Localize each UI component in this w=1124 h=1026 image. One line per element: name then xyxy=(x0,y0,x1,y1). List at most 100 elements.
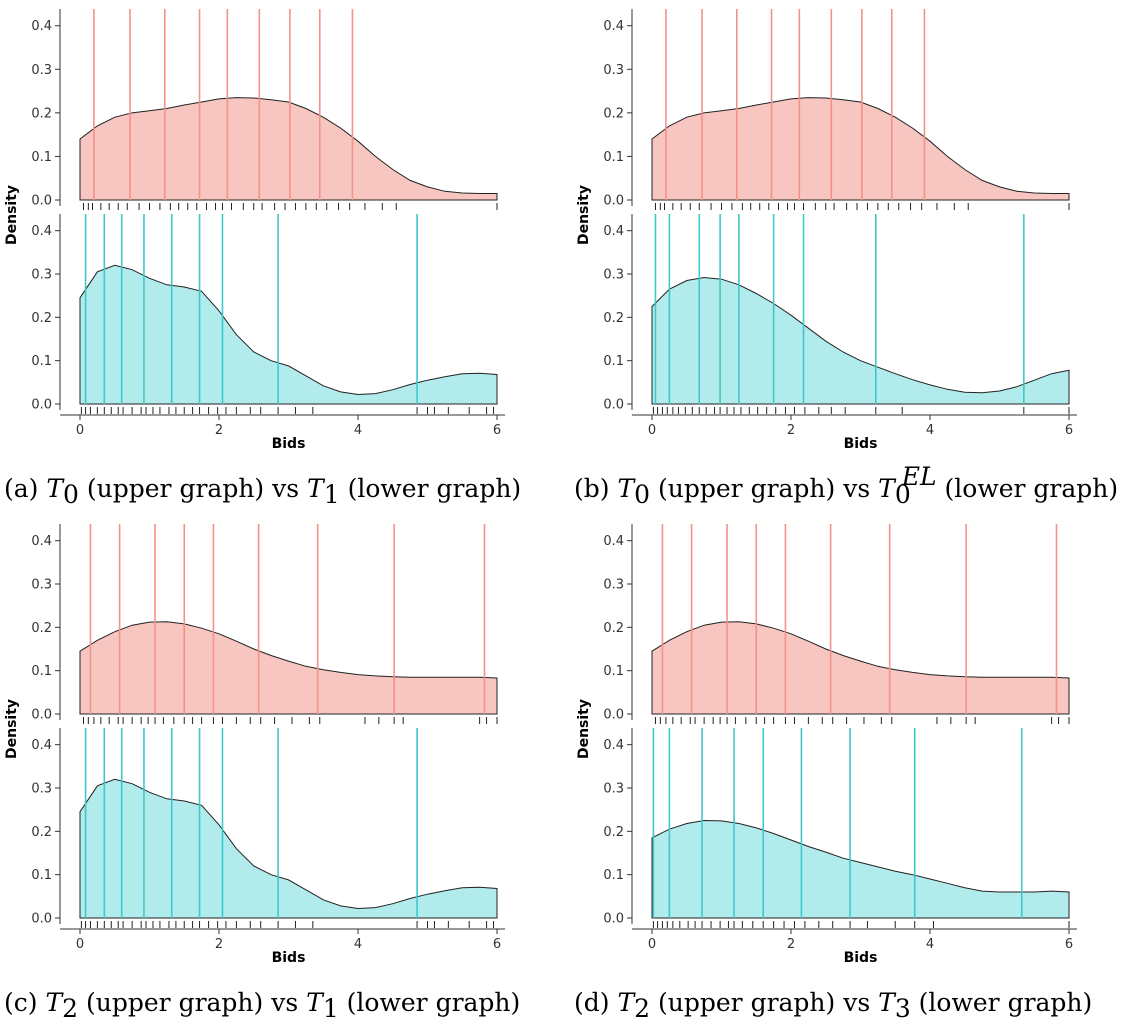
caption-part: 1 xyxy=(323,994,339,1023)
y-tick-label: 0.2 xyxy=(31,311,52,326)
chart-b: 0.0 0.1 0.2 0.3 0.4 0.0 0.1 0.2 0.3 0.4 0 2 4 6 Bids De… xyxy=(574,9,1118,509)
y-tick-label: 0.3 xyxy=(603,268,624,283)
caption-part: (c) xyxy=(4,988,45,1017)
y-axis-title: Density xyxy=(4,699,20,759)
y-tick-label: 0.4 xyxy=(603,534,624,549)
x-axis-title: Bids xyxy=(844,436,878,452)
y-tick-label: 0.3 xyxy=(31,578,52,593)
caption-part: 2 xyxy=(634,994,650,1023)
y-axis-title: Density xyxy=(4,185,20,245)
caption: (c) T2 (upper graph) vs T1 (lower graph) xyxy=(4,988,520,1023)
caption-part: T xyxy=(878,988,897,1017)
y-tick-label: 0.0 xyxy=(603,708,624,723)
caption-part: EL xyxy=(901,462,937,491)
y-tick-label: 0.4 xyxy=(603,224,624,239)
caption-part: T xyxy=(46,474,65,503)
lower-panel: 0.0 0.1 0.2 0.3 0.4 0 2 4 6 Bids xyxy=(31,728,505,966)
x-tick-label: 2 xyxy=(787,937,795,952)
x-tick-label: 4 xyxy=(926,423,934,438)
caption-part: 0 xyxy=(63,480,79,509)
y-tick-label: 0.3 xyxy=(31,268,52,283)
caption-part: T xyxy=(878,474,897,503)
caption-part: (b) xyxy=(574,474,617,503)
y-tick-label: 0.2 xyxy=(603,106,624,121)
upper-panel: 0.0 0.1 0.2 0.3 0.4 xyxy=(31,9,498,210)
x-tick-label: 2 xyxy=(215,937,223,952)
y-tick-label: 0.0 xyxy=(31,398,52,413)
caption-part: (lower graph) xyxy=(339,988,521,1017)
y-tick-label: 0.4 xyxy=(31,19,52,34)
chart-c: 0.0 0.1 0.2 0.3 0.4 0.0 0.1 0.2 0.3 0.4 0 2 4 6 Bids De… xyxy=(4,524,520,1023)
caption-part: (a) xyxy=(4,474,46,503)
x-tick-label: 0 xyxy=(76,423,84,438)
density-area xyxy=(79,778,498,919)
caption-part: T xyxy=(307,474,326,503)
caption: (d) T2 (upper graph) vs T3 (lower graph) xyxy=(574,988,1092,1023)
y-tick-label: 0.3 xyxy=(603,782,624,797)
lower-panel: 0.0 0.1 0.2 0.3 0.4 0 2 4 6 Bids xyxy=(603,728,1077,966)
y-tick-label: 0.3 xyxy=(31,782,52,797)
y-tick-label: 0.3 xyxy=(603,578,624,593)
x-tick-label: 6 xyxy=(1065,937,1073,952)
y-tick-label: 0.1 xyxy=(31,150,52,165)
x-tick-label: 4 xyxy=(354,423,362,438)
y-tick-label: 0.1 xyxy=(603,354,624,369)
y-tick-label: 0.4 xyxy=(31,738,52,753)
x-tick-label: 4 xyxy=(926,937,934,952)
x-tick-label: 2 xyxy=(787,423,795,438)
lower-panel: 0.0 0.1 0.2 0.3 0.4 0 2 4 6 Bids xyxy=(603,214,1077,452)
y-tick-label: 0.2 xyxy=(603,621,624,636)
x-axis-title: Bids xyxy=(272,436,306,452)
chart-d: 0.0 0.1 0.2 0.3 0.4 0.0 0.1 0.2 0.3 0.4 0 2 4 6 Bids De… xyxy=(574,524,1092,1023)
y-tick-label: 0.0 xyxy=(603,912,624,927)
density-area xyxy=(79,621,498,715)
y-tick-label: 0.1 xyxy=(31,868,52,883)
density-area xyxy=(79,264,498,405)
caption-part: T xyxy=(306,988,325,1017)
upper-panel: 0.0 0.1 0.2 0.3 0.4 xyxy=(603,9,1070,210)
x-tick-label: 6 xyxy=(493,937,501,952)
y-tick-label: 0.2 xyxy=(31,106,52,121)
y-tick-label: 0.1 xyxy=(31,664,52,679)
density-area xyxy=(79,97,498,201)
lower-panel: 0.0 0.1 0.2 0.3 0.4 0 2 4 6 Bids xyxy=(31,214,505,452)
caption: (a) T0 (upper graph) vs T1 (lower graph) xyxy=(4,474,521,509)
y-tick-label: 0.1 xyxy=(603,868,624,883)
y-tick-label: 0.0 xyxy=(31,194,52,209)
density-area xyxy=(651,819,1070,919)
density-area xyxy=(651,97,1070,201)
upper-panel: 0.0 0.1 0.2 0.3 0.4 xyxy=(31,524,498,724)
upper-panel: 0.0 0.1 0.2 0.3 0.4 xyxy=(603,524,1070,724)
caption: (b) T0 (upper graph) vs T0EL (lower grap… xyxy=(574,462,1118,509)
caption-part: (upper graph) vs xyxy=(79,474,307,503)
y-tick-label: 0.4 xyxy=(31,224,52,239)
y-tick-label: 0.0 xyxy=(31,708,52,723)
caption-part: (d) xyxy=(574,988,617,1017)
x-tick-label: 6 xyxy=(493,423,501,438)
y-tick-label: 0.2 xyxy=(603,311,624,326)
x-axis-title: Bids xyxy=(844,950,878,966)
y-tick-label: 0.0 xyxy=(31,912,52,927)
x-tick-label: 6 xyxy=(1065,423,1073,438)
caption-part: 0 xyxy=(634,480,650,509)
y-tick-label: 0.4 xyxy=(31,534,52,549)
caption-part: (lower graph) xyxy=(937,474,1119,503)
caption-part: (lower graph) xyxy=(340,474,522,503)
y-tick-label: 0.2 xyxy=(603,825,624,840)
x-tick-label: 0 xyxy=(648,937,656,952)
y-tick-label: 0.4 xyxy=(603,19,624,34)
y-tick-label: 0.2 xyxy=(31,825,52,840)
x-axis-title: Bids xyxy=(272,950,306,966)
caption-part: (lower graph) xyxy=(911,988,1093,1017)
y-tick-label: 0.2 xyxy=(31,621,52,636)
y-tick-label: 0.0 xyxy=(603,398,624,413)
y-tick-label: 0.3 xyxy=(603,63,624,78)
caption-part: 0 xyxy=(895,480,911,509)
caption-part: 2 xyxy=(62,994,78,1023)
caption-part: 1 xyxy=(324,480,340,509)
caption-part: T xyxy=(617,474,636,503)
y-axis-title: Density xyxy=(576,699,592,759)
y-tick-label: 0.1 xyxy=(31,354,52,369)
caption-part: T xyxy=(617,988,636,1017)
